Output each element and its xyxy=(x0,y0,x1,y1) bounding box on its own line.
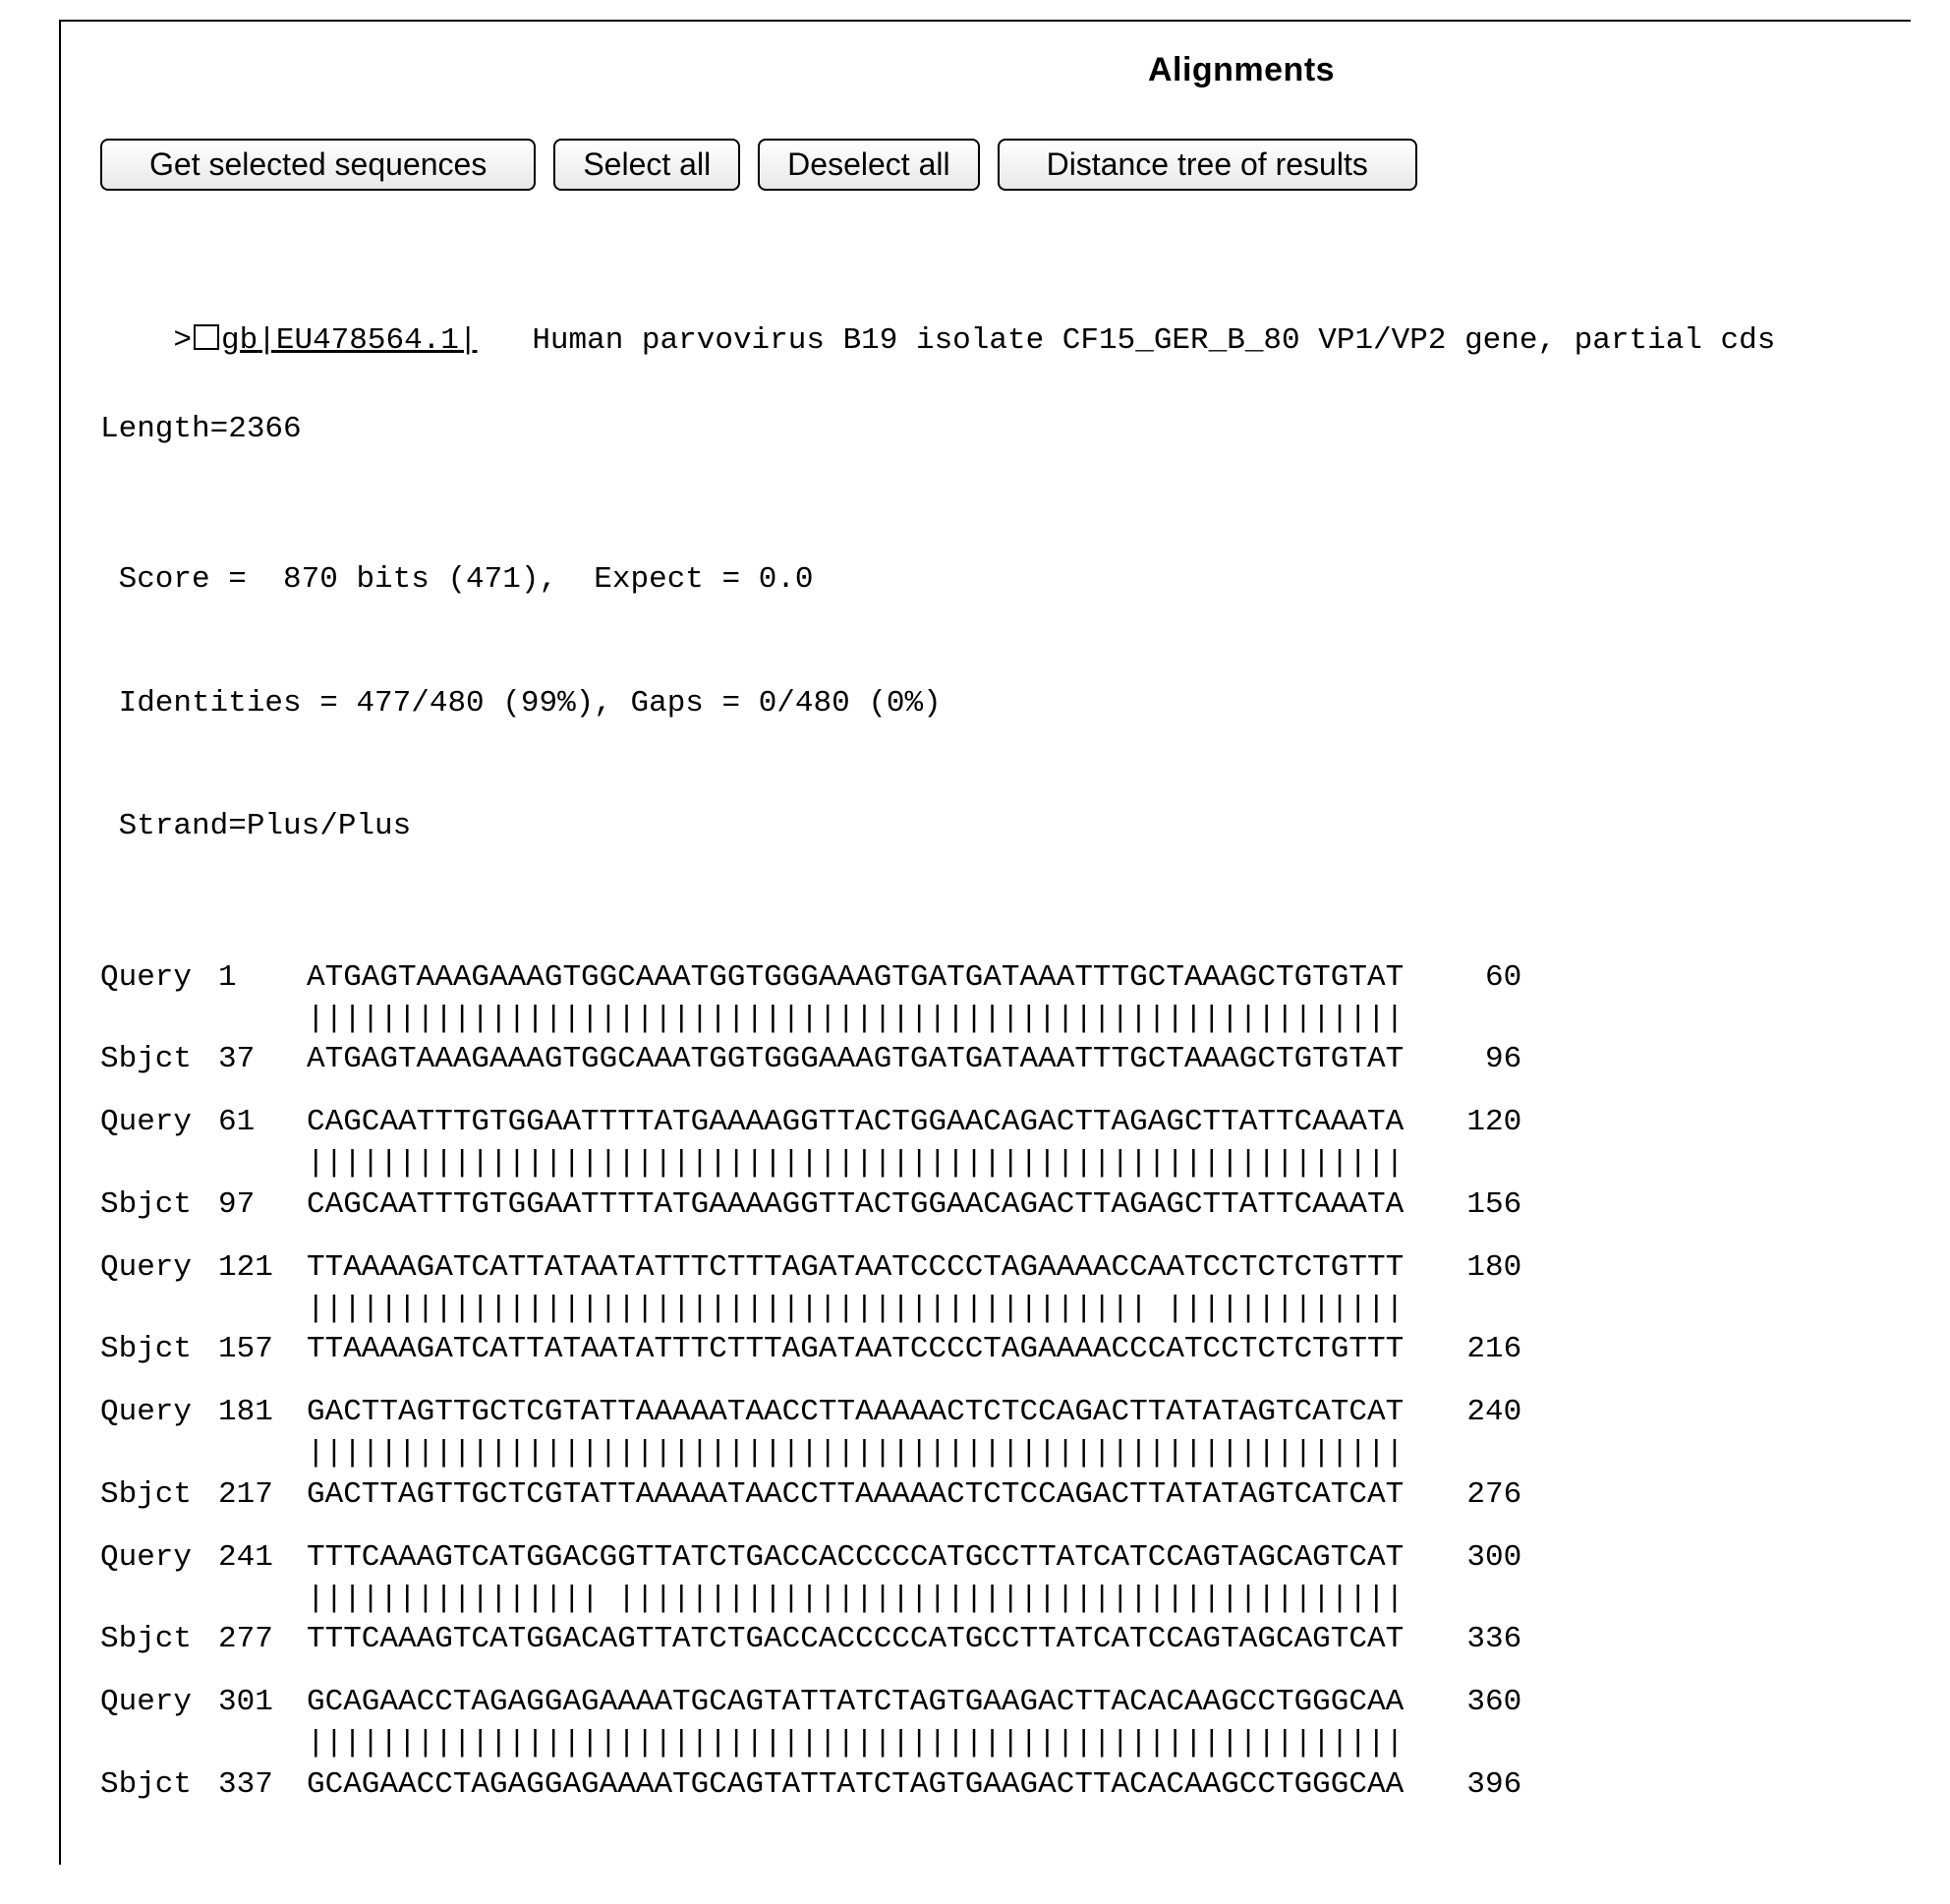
score-line: Score = 870 bits (471), Expect = 0.0 xyxy=(100,559,1871,601)
sbjct-start: 157 xyxy=(218,1329,307,1370)
query-end: 360 xyxy=(1404,1682,1521,1723)
sbjct-start: 97 xyxy=(218,1184,307,1226)
sbjct-end: 156 xyxy=(1404,1184,1521,1226)
query-label: Query xyxy=(100,1102,218,1143)
hit-prefix: > xyxy=(173,323,192,358)
distance-tree-button[interactable]: Distance tree of results xyxy=(998,139,1417,191)
query-end: 300 xyxy=(1404,1537,1521,1579)
query-sequence: ATGAGTAAAGAAAGTGGCAAATGGTGGGAAAGTGATGATA… xyxy=(307,957,1404,999)
sbjct-end: 276 xyxy=(1404,1474,1521,1516)
alignments-panel: Alignments Get selected sequences Select… xyxy=(59,20,1911,1865)
query-start: 1 xyxy=(218,957,307,999)
alignment-sbjct-row: Sbjct97CAGCAATTTGTGGAATTTTATGAAAAGGTTACT… xyxy=(100,1184,1871,1226)
sbjct-sequence: TTTCAAAGTCATGGACAGTTATCTGACCACCCCCATGCCT… xyxy=(307,1619,1404,1660)
deselect-all-button[interactable]: Deselect all xyxy=(758,139,979,191)
sbjct-sequence: ATGAGTAAAGAAAGTGGCAAATGGTGGGAAAGTGATGATA… xyxy=(307,1039,1404,1080)
query-sequence: TTAAAAGATCATTATAATATTTCTTTAGATAATCCCCTAG… xyxy=(307,1247,1404,1289)
hit-stats: Score = 870 bits (471), Expect = 0.0 Ide… xyxy=(100,477,1871,929)
query-label: Query xyxy=(100,1537,218,1579)
alignment-match-row: ||||||||||||||||||||||||||||||||||||||||… xyxy=(100,1289,1871,1330)
sbjct-label: Sbjct xyxy=(100,1039,218,1080)
select-all-button[interactable]: Select all xyxy=(553,139,740,191)
sbjct-start: 217 xyxy=(218,1474,307,1516)
sbjct-start: 277 xyxy=(218,1619,307,1660)
sbjct-start: 337 xyxy=(218,1764,307,1806)
query-start: 241 xyxy=(218,1537,307,1579)
sbjct-end: 216 xyxy=(1404,1329,1521,1370)
query-sequence: GACTTAGTTGCTCGTATTAAAAATAACCTTAAAAACTCTC… xyxy=(307,1392,1404,1433)
query-label: Query xyxy=(100,1247,218,1289)
strand-line: Strand=Plus/Plus xyxy=(100,806,1871,847)
sbjct-end: 96 xyxy=(1404,1039,1521,1080)
hit-description: Human parvovirus B19 isolate CF15_GER_B_… xyxy=(532,323,1775,358)
page-title: Alignments xyxy=(611,51,1871,89)
query-end: 240 xyxy=(1404,1392,1521,1433)
query-start: 301 xyxy=(218,1682,307,1723)
query-start: 121 xyxy=(218,1247,307,1289)
alignment-block: Query1ATGAGTAAAGAAAGTGGCAAATGGTGGGAAAGTG… xyxy=(100,957,1871,1806)
query-end: 120 xyxy=(1404,1102,1521,1143)
sbjct-label: Sbjct xyxy=(100,1329,218,1370)
hit-length: Length=2366 xyxy=(100,409,1871,450)
alignment-query-row: Query61CAGCAATTTGTGGAATTTTATGAAAAGGTTACT… xyxy=(100,1102,1871,1143)
sbjct-label: Sbjct xyxy=(100,1764,218,1806)
sbjct-sequence: GACTTAGTTGCTCGTATTAAAAATAACCTTAAAAACTCTC… xyxy=(307,1474,1404,1516)
sbjct-sequence: TTAAAAGATCATTATAATATTTCTTTAGATAATCCCCTAG… xyxy=(307,1329,1404,1370)
match-bars: ||||||||||||||||||||||||||||||||||||||||… xyxy=(307,1143,1404,1184)
alignment-sbjct-row: Sbjct37ATGAGTAAAGAAAGTGGCAAATGGTGGGAAAGT… xyxy=(100,1039,1871,1080)
hit-checkbox[interactable] xyxy=(194,324,219,350)
query-end: 180 xyxy=(1404,1247,1521,1289)
match-bars: ||||||||||||||||||||||||||||||||||||||||… xyxy=(307,1289,1404,1330)
get-selected-sequences-button[interactable]: Get selected sequences xyxy=(100,139,536,191)
query-sequence: TTTCAAAGTCATGGACGGTTATCTGACCACCCCCATGCCT… xyxy=(307,1537,1404,1579)
identities-line: Identities = 477/480 (99%), Gaps = 0/480… xyxy=(100,683,1871,724)
sbjct-sequence: GCAGAACCTAGAGGAGAAAATGCAGTATTATCTAGTGAAG… xyxy=(307,1764,1404,1806)
alignment-query-row: Query121TTAAAAGATCATTATAATATTTCTTTAGATAA… xyxy=(100,1247,1871,1289)
sbjct-start: 37 xyxy=(218,1039,307,1080)
alignment-sbjct-row: Sbjct277TTTCAAAGTCATGGACAGTTATCTGACCACCC… xyxy=(100,1619,1871,1660)
query-start: 61 xyxy=(218,1102,307,1143)
alignment-query-row: Query1ATGAGTAAAGAAAGTGGCAAATGGTGGGAAAGTG… xyxy=(100,957,1871,999)
sbjct-label: Sbjct xyxy=(100,1619,218,1660)
alignment-query-row: Query301GCAGAACCTAGAGGAGAAAATGCAGTATTATC… xyxy=(100,1682,1871,1723)
match-bars: ||||||||||||||||||||||||||||||||||||||||… xyxy=(307,1433,1404,1474)
alignment-sbjct-row: Sbjct157TTAAAAGATCATTATAATATTTCTTTAGATAA… xyxy=(100,1329,1871,1370)
alignment-match-row: ||||||||||||||||||||||||||||||||||||||||… xyxy=(100,1723,1871,1764)
hit-accession-link[interactable]: gb|EU478564.1| xyxy=(221,323,477,358)
sbjct-label: Sbjct xyxy=(100,1184,218,1226)
alignment-match-row: ||||||||||||||||||||||||||||||||||||||||… xyxy=(100,1143,1871,1184)
match-bars: ||||||||||||||||||||||||||||||||||||||||… xyxy=(307,1723,1404,1764)
match-bars: |||||||||||||||| |||||||||||||||||||||||… xyxy=(307,1579,1404,1620)
sbjct-end: 396 xyxy=(1404,1764,1521,1806)
sbjct-label: Sbjct xyxy=(100,1474,218,1516)
query-end: 60 xyxy=(1404,957,1521,999)
query-start: 181 xyxy=(218,1392,307,1433)
alignment-match-row: ||||||||||||||||||||||||||||||||||||||||… xyxy=(100,1433,1871,1474)
match-bars: ||||||||||||||||||||||||||||||||||||||||… xyxy=(307,999,1404,1040)
alignment-query-row: Query241TTTCAAAGTCATGGACGGTTATCTGACCACCC… xyxy=(100,1537,1871,1579)
query-sequence: GCAGAACCTAGAGGAGAAAATGCAGTATTATCTAGTGAAG… xyxy=(307,1682,1404,1723)
alignment-match-row: |||||||||||||||| |||||||||||||||||||||||… xyxy=(100,1579,1871,1620)
toolbar: Get selected sequences Select all Desele… xyxy=(100,139,1871,191)
alignment-query-row: Query181GACTTAGTTGCTCGTATTAAAAATAACCTTAA… xyxy=(100,1392,1871,1433)
query-sequence: CAGCAATTTGTGGAATTTTATGAAAAGGTTACTGGAACAG… xyxy=(307,1102,1404,1143)
query-label: Query xyxy=(100,957,218,999)
alignment-sbjct-row: Sbjct337GCAGAACCTAGAGGAGAAAATGCAGTATTATC… xyxy=(100,1764,1871,1806)
sbjct-end: 336 xyxy=(1404,1619,1521,1660)
query-label: Query xyxy=(100,1682,218,1723)
alignment-match-row: ||||||||||||||||||||||||||||||||||||||||… xyxy=(100,999,1871,1040)
hit-header: > gb|EU478564.1| Human parvovirus B19 iso… xyxy=(100,279,1871,403)
alignment-sbjct-row: Sbjct217GACTTAGTTGCTCGTATTAAAAATAACCTTAA… xyxy=(100,1474,1871,1516)
sbjct-sequence: CAGCAATTTGTGGAATTTTATGAAAAGGTTACTGGAACAG… xyxy=(307,1184,1404,1226)
query-label: Query xyxy=(100,1392,218,1433)
